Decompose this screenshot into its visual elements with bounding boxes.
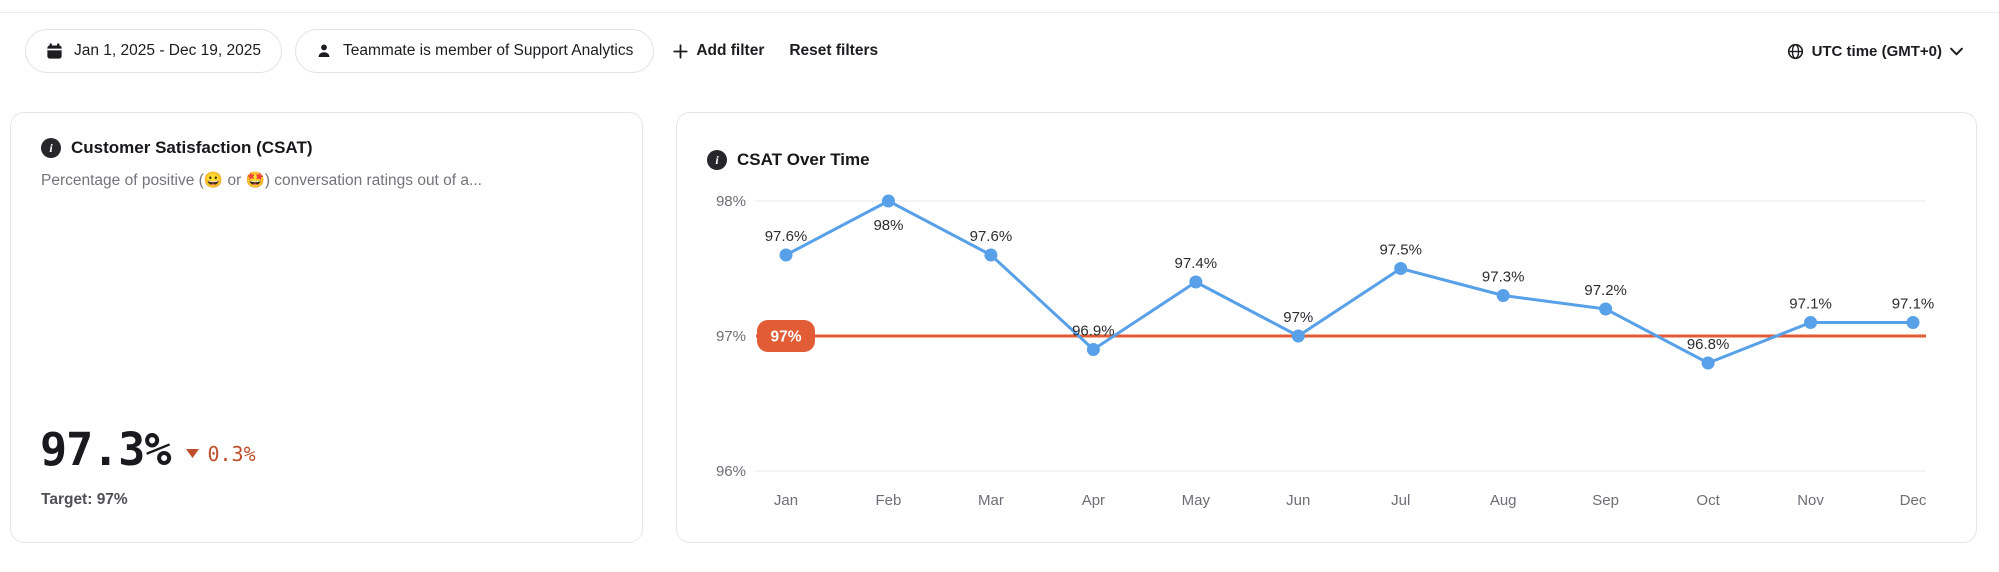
filter-bar: Jan 1, 2025 - Dec 19, 2025 Teammate is m…: [0, 13, 1999, 89]
teammate-filter-label: Teammate is member of Support Analytics: [343, 42, 634, 59]
timezone-selector[interactable]: UTC time (GMT+0): [1787, 43, 1963, 60]
timezone-label: UTC time (GMT+0): [1811, 42, 1942, 60]
y-axis-tick: 96%: [716, 463, 746, 480]
csat-card-header: i Customer Satisfaction (CSAT): [41, 138, 313, 158]
data-point-label: 98%: [873, 217, 903, 234]
csat-value: 97.3%: [40, 423, 171, 476]
data-point-label: 96.9%: [1072, 323, 1115, 340]
csat-delta: 0.3%: [186, 441, 256, 466]
csat-over-time-card: i CSAT Over Time 98% 97% 96% 97% 97.6% 98% 97.…: [676, 112, 1977, 543]
add-filter-button[interactable]: Add filter: [673, 42, 764, 60]
data-point-feb[interactable]: [881, 194, 895, 208]
target-badge-label: 97%: [770, 329, 801, 346]
reset-filters-button[interactable]: Reset filters: [789, 42, 878, 60]
data-point-jul[interactable]: [1394, 262, 1408, 275]
x-axis-tick: Jul: [1391, 492, 1410, 509]
info-icon[interactable]: i: [707, 150, 727, 170]
data-point-label: 97.5%: [1379, 242, 1422, 259]
x-axis-tick: Mar: [978, 492, 1004, 509]
top-divider: [0, 12, 1999, 13]
data-point-label: 97%: [1283, 309, 1313, 326]
data-point-jun[interactable]: [1291, 329, 1305, 343]
triangle-down-icon: [186, 449, 200, 458]
data-point-apr[interactable]: [1086, 343, 1100, 356]
csat-line: [784, 199, 1915, 365]
csat-metric-card: i Customer Satisfaction (CSAT) Percentag…: [10, 112, 643, 543]
data-point-aug[interactable]: [1496, 289, 1510, 302]
x-axis-tick: Jun: [1286, 492, 1310, 509]
data-point-label: 97.6%: [970, 228, 1013, 245]
csat-card-description: Percentage of positive (😀 or 🤩) conversa…: [41, 172, 482, 189]
globe-icon: [1787, 43, 1804, 60]
target-badge: [757, 320, 815, 352]
plus-icon: [673, 43, 688, 59]
csat-target-label: Target: 97%: [41, 491, 128, 508]
teammate-filter[interactable]: Teammate is member of Support Analytics: [295, 29, 655, 73]
data-point-mar[interactable]: [984, 248, 998, 262]
csat-card-title: Customer Satisfaction (CSAT): [71, 138, 313, 157]
date-range-label: Jan 1, 2025 - Dec 19, 2025: [74, 42, 261, 59]
data-point-oct[interactable]: [1701, 356, 1715, 370]
data-point-label: 97.2%: [1584, 282, 1627, 299]
data-point-nov[interactable]: [1804, 316, 1818, 329]
person-icon: [316, 43, 332, 59]
chart-card-title: CSAT Over Time: [737, 150, 870, 169]
x-axis-tick: Apr: [1082, 492, 1105, 509]
data-point-jan[interactable]: [779, 248, 793, 262]
csat-chart: 98% 97% 96% 97% 97.6% 98% 97.6% 96.9% 97.4% 97% 97…: [716, 193, 1935, 509]
x-axis-tick: Sep: [1592, 492, 1619, 509]
chevron-down-icon: [1950, 47, 1963, 56]
data-point-label: 97.4%: [1175, 255, 1218, 272]
x-axis-tick: Aug: [1490, 492, 1517, 509]
x-axis-tick: Dec: [1900, 492, 1927, 509]
calendar-icon: [46, 42, 63, 60]
chart-card-header: i CSAT Over Time: [707, 150, 870, 170]
x-axis-tick: Oct: [1696, 492, 1720, 509]
data-point-label: 97.1%: [1892, 296, 1935, 313]
info-icon[interactable]: i: [41, 138, 61, 158]
csat-metric: 97.3% 0.3%: [40, 427, 256, 472]
data-point-label: 96.8%: [1687, 336, 1730, 353]
data-point-label: 97.1%: [1789, 296, 1832, 313]
data-point-dec[interactable]: [1906, 316, 1920, 329]
y-axis-tick: 98%: [716, 193, 746, 210]
data-point-label: 97.3%: [1482, 269, 1525, 286]
csat-delta-value: 0.3%: [207, 441, 256, 466]
date-range-filter[interactable]: Jan 1, 2025 - Dec 19, 2025: [25, 29, 282, 73]
y-axis-tick: 97%: [716, 328, 746, 345]
add-filter-label: Add filter: [696, 42, 765, 59]
x-axis-tick: May: [1182, 492, 1211, 509]
x-axis-tick: Nov: [1797, 492, 1824, 509]
x-axis-tick: Feb: [876, 492, 902, 509]
reset-filters-label: Reset filters: [789, 42, 879, 59]
data-point-label: 97.6%: [765, 228, 808, 245]
data-point-sep[interactable]: [1599, 302, 1613, 316]
data-point-may[interactable]: [1189, 275, 1203, 289]
x-axis-tick: Jan: [774, 492, 798, 509]
